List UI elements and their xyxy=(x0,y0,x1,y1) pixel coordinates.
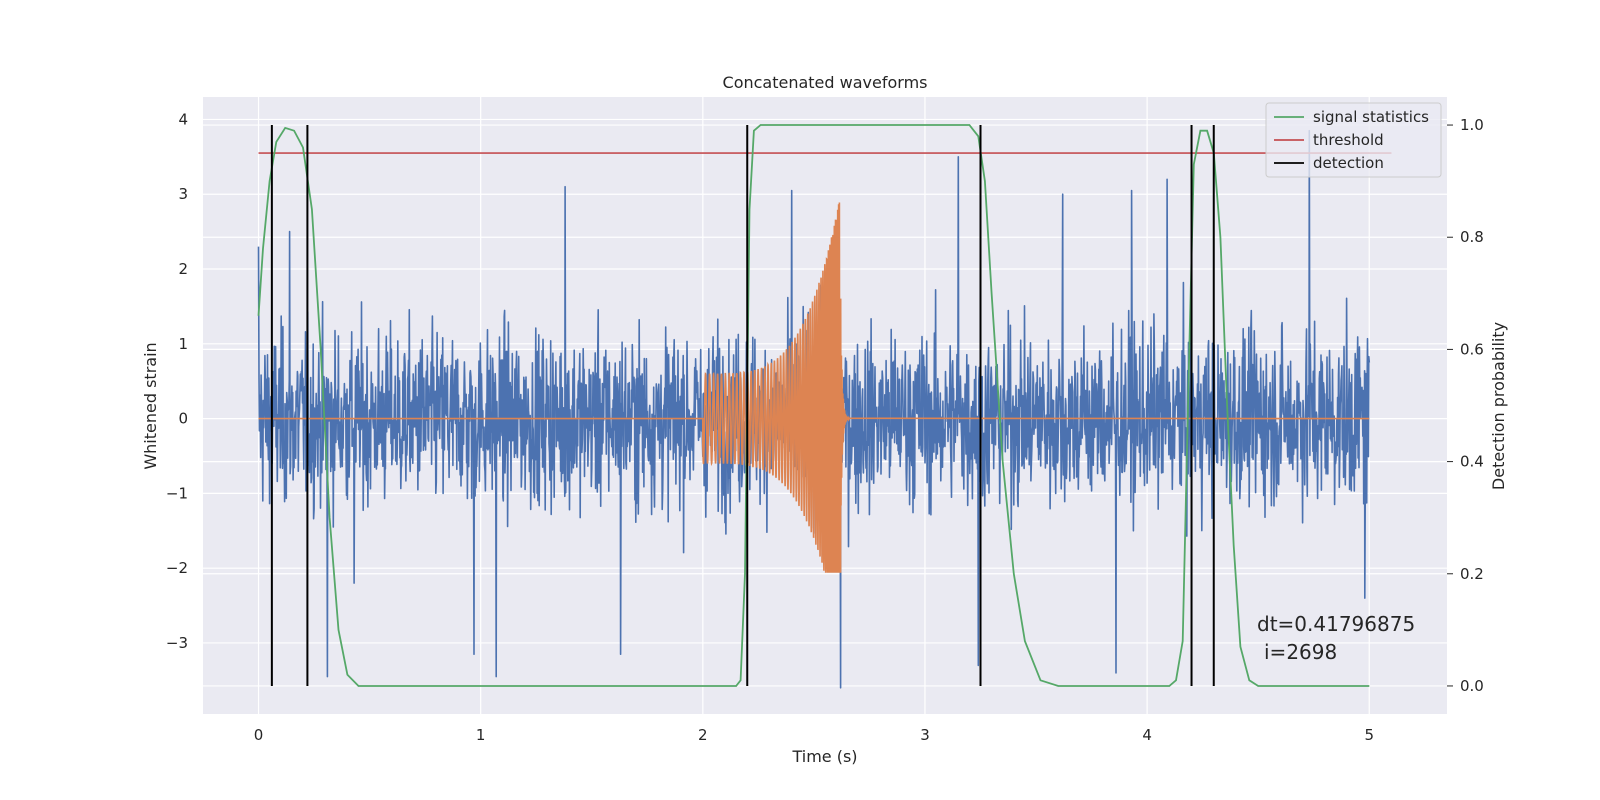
x-tick-label-4: 4 xyxy=(1142,726,1152,744)
x-tick-label-2: 2 xyxy=(698,726,708,744)
y2-tick-label-3: 0.4 xyxy=(1460,453,1484,471)
legend-label-threshold: threshold xyxy=(1313,131,1384,149)
y2-tick-label-2: 0.6 xyxy=(1460,340,1484,358)
injected-signal-series xyxy=(258,202,1370,573)
legend: signal statistics threshold detection xyxy=(1265,102,1442,178)
annotation-dt: dt=0.41796875 xyxy=(1257,612,1415,636)
y-tick-label-4: 0 xyxy=(178,410,188,428)
x-tick-label-0: 0 xyxy=(254,726,264,744)
y2-tick-label-1: 0.8 xyxy=(1460,228,1484,246)
signal-statistics-series xyxy=(257,124,1392,687)
annotation-i: i=2698 xyxy=(1264,640,1337,664)
x-axis-label: Time (s) xyxy=(791,747,857,766)
y2-tick-label-5: 0.0 xyxy=(1460,677,1484,695)
legend-label-detection: detection xyxy=(1313,154,1384,172)
legend-box xyxy=(1265,102,1442,178)
y-axis-label: Whitened strain xyxy=(141,342,160,469)
y-tick-label-5: −1 xyxy=(166,484,188,502)
y-tick-label-1: 3 xyxy=(178,185,188,203)
x-tick-label-1: 1 xyxy=(476,726,486,744)
y2-tick-label-4: 0.2 xyxy=(1460,565,1484,583)
chart-title: Concatenated waveforms xyxy=(723,73,928,92)
x-tick-label-3: 3 xyxy=(920,726,930,744)
y-tick-label-7: −3 xyxy=(166,634,188,652)
axis-ticks: 0 1 2 3 4 5 4 3 2 1 0 −1 −2 −3 1.0 0.8 0.6 0.4 0.2 0.0 xyxy=(166,110,1484,744)
injected-signal-line xyxy=(258,202,1370,573)
y-tick-label-0: 4 xyxy=(178,110,188,128)
y-tick-label-3: 1 xyxy=(178,335,188,353)
y2-tick-label-0: 1.0 xyxy=(1460,116,1484,134)
y-tick-label-6: −2 xyxy=(166,559,188,577)
x-tick-label-5: 5 xyxy=(1364,726,1374,744)
y-tick-label-2: 2 xyxy=(178,260,188,278)
y2-axis-label: Detection probability xyxy=(1489,322,1508,490)
legend-label-signal-statistics: signal statistics xyxy=(1313,108,1429,126)
